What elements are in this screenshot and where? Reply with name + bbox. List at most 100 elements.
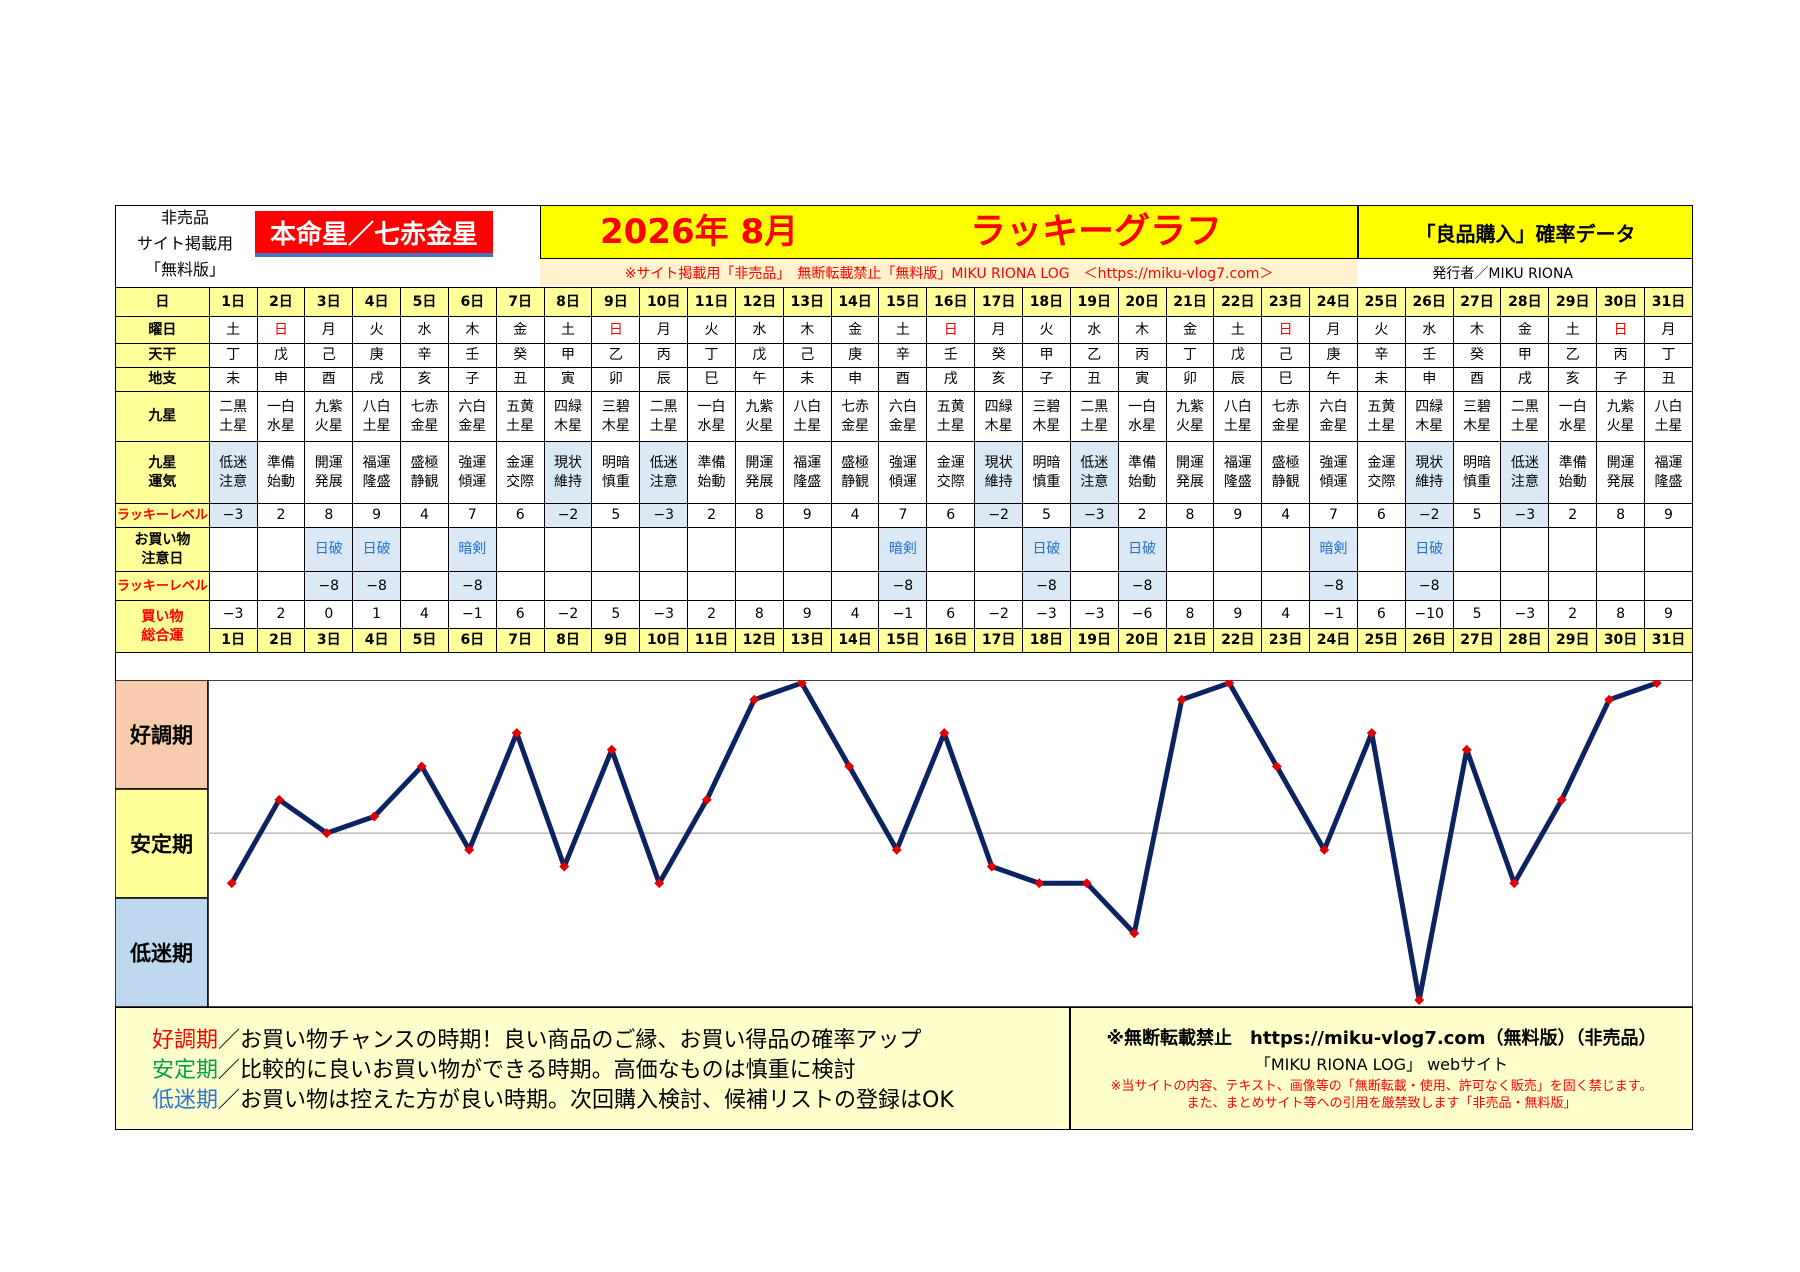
weekday-cell: 金: [495, 316, 545, 344]
total-cell: 2: [256, 600, 306, 629]
data-point: [1366, 728, 1377, 739]
legend-good: 好調期／お買い物チャンスの時期！良い商品のご縁、お買い得品の確率アップ: [152, 1026, 1069, 1056]
copyright-warning: ※当サイトの内容、テキスト、画像等の「無断転載・使用、許可なく販売」を固く禁じま…: [1071, 1078, 1692, 1112]
lucky-level-cell: 4: [830, 503, 880, 528]
weekday-cell: 金: [830, 316, 880, 344]
stem-cell: 壬: [926, 343, 976, 368]
stem-cell: 乙: [591, 343, 641, 368]
branch-cell: 申: [256, 367, 306, 392]
caution-day-cell: [830, 527, 880, 572]
legend-good-text: ／お買い物チャンスの時期！良い商品のご縁、お買い得品の確率アップ: [218, 1028, 922, 1053]
branch-cell: 申: [830, 367, 880, 392]
weekday-cell: 水: [1069, 316, 1119, 344]
caution-level-cell: [782, 571, 832, 601]
title-box: [540, 205, 1358, 259]
day-footer-cell: 21日: [1165, 628, 1215, 653]
total-cell: 1: [352, 600, 402, 629]
row-label: 九星: [115, 391, 210, 442]
stem-cell: 己: [304, 343, 354, 368]
caution-day-cell: [256, 527, 306, 572]
year-month-title: 2026年 8月: [600, 212, 799, 252]
legend-low: 低迷期／お買い物は控えた方が良い時期。次回購入検討、候補リストの登録はOK: [152, 1086, 1069, 1116]
branch-cell: 丑: [1069, 367, 1119, 392]
branch-cell: 戌: [926, 367, 976, 392]
branch-cell: 辰: [639, 367, 689, 392]
day-footer-cell: 25日: [1356, 628, 1406, 653]
caution-day-cell: [1643, 527, 1694, 572]
weekday-row: 曜日土日月火水木金土日月火水木金土日月火水木金土日月火水木金土日月: [115, 316, 1694, 344]
total-cell: 2: [1548, 600, 1598, 629]
lucky-level-cell: 5: [1452, 503, 1502, 528]
caution-day-cell: [1069, 527, 1119, 572]
kyusei-luck-cell: 開運 発展: [1165, 441, 1215, 504]
total-cell: 8: [734, 600, 784, 629]
total-cell: 5: [1452, 600, 1502, 629]
caution-day-cell: [1500, 527, 1550, 572]
lucky-level-cell: 2: [1548, 503, 1598, 528]
warning-line: また、まとめサイト等への引用を厳禁致します「非売品・無料版」: [1186, 1096, 1577, 1111]
branch-cell: 子: [1596, 367, 1645, 392]
kyusei-cell: 二黒 土星: [1500, 391, 1550, 442]
day-header-cell: 6日: [447, 287, 497, 317]
data-point: [654, 878, 665, 889]
caution-day-cell: [1213, 527, 1263, 572]
day-footer-cell: 13日: [782, 628, 832, 653]
lucky-level-cell: 8: [734, 503, 784, 528]
caution-day-cell: 暗剣: [878, 527, 928, 572]
kyusei-luck-cell: 準備 始動: [1548, 441, 1598, 504]
lucky-level-row: ラッキーレベル −3 2 8 9 4 7 6 −2 5 −3 2 8 9 4 7 6 −2 5 −3 2 8 9 4 7 6 −2 5…: [115, 503, 1694, 528]
day-header-cell: 22日: [1213, 287, 1263, 317]
kyusei-cell: 四緑 木星: [543, 391, 593, 442]
kyusei-luck-cell: 開運 発展: [734, 441, 784, 504]
fortune-table: 日 1日 2日 3日 4日 5日 6日 7日 8日 9日 10日 11日 12日 13日 14日 15日 16日…: [115, 287, 1694, 653]
total-cell: 6: [926, 600, 976, 629]
weekday-cell: 日: [926, 316, 976, 344]
kyusei-cell: 一白 水星: [256, 391, 306, 442]
total-cell: 6: [1356, 600, 1406, 629]
stem-cell: 丁: [1643, 343, 1694, 368]
caution-day-cell: 日破: [1022, 527, 1071, 572]
caution-level-cell: [1643, 571, 1694, 601]
kyusei-cell: 二黒 土星: [639, 391, 689, 442]
data-point: [1224, 680, 1235, 688]
weekday-cell: 木: [782, 316, 832, 344]
branch-cell: 寅: [1117, 367, 1167, 392]
total-cell: 9: [782, 600, 832, 629]
weekday-cell: 土: [1213, 316, 1263, 344]
branch-cell: 巳: [1261, 367, 1311, 392]
kyusei-cell: 七赤 金星: [1261, 391, 1311, 442]
day-footer-cell: 2日: [256, 628, 306, 653]
stem-cell: 癸: [495, 343, 545, 368]
total-cell: −3: [1022, 600, 1071, 629]
lucky-level-cell: −2: [543, 503, 593, 528]
weekday-cell: 木: [447, 316, 497, 344]
data-point: [1461, 744, 1472, 755]
data-point: [1319, 844, 1330, 855]
row-label: 日: [115, 287, 210, 317]
day-footer-cell: 30日: [1596, 628, 1645, 653]
day-header-cell: 19日: [1069, 287, 1119, 317]
weekday-cell: 金: [1500, 316, 1550, 344]
total-cell: 2: [687, 600, 736, 629]
kyusei-cell: 五黄 土星: [495, 391, 545, 442]
weekday-cell: 木: [1452, 316, 1502, 344]
stem-cell: 己: [1261, 343, 1311, 368]
caution-level-cell: [208, 571, 258, 601]
branch-cell: 丑: [1643, 367, 1694, 392]
branch-cell: 亥: [974, 367, 1024, 392]
day-footer-cell: 10日: [639, 628, 689, 653]
row-label: ラッキーレベル: [115, 503, 210, 528]
weekday-cell: 日: [1261, 316, 1311, 344]
kyusei-luck-cell: 福運 隆盛: [782, 441, 832, 504]
caution-day-row: お買い物 注意日 日破 日破 暗剣 暗剣 日破 日破 暗剣 日破: [115, 527, 1694, 572]
branch-cell: 卯: [1165, 367, 1215, 392]
day-footer-cell: 9日: [591, 628, 641, 653]
caution-day-cell: 日破: [1117, 527, 1167, 572]
kyusei-cell: 九紫 火星: [1596, 391, 1645, 442]
lucky-level-cell: 2: [1117, 503, 1167, 528]
weekday-cell: 火: [687, 316, 736, 344]
data-point: [1414, 995, 1425, 1005]
warning-line: ※当サイトの内容、テキスト、画像等の「無断転載・使用、許可なく販売」を固く禁じま…: [1110, 1079, 1653, 1094]
stem-cell: 己: [782, 343, 832, 368]
data-point: [606, 744, 617, 755]
